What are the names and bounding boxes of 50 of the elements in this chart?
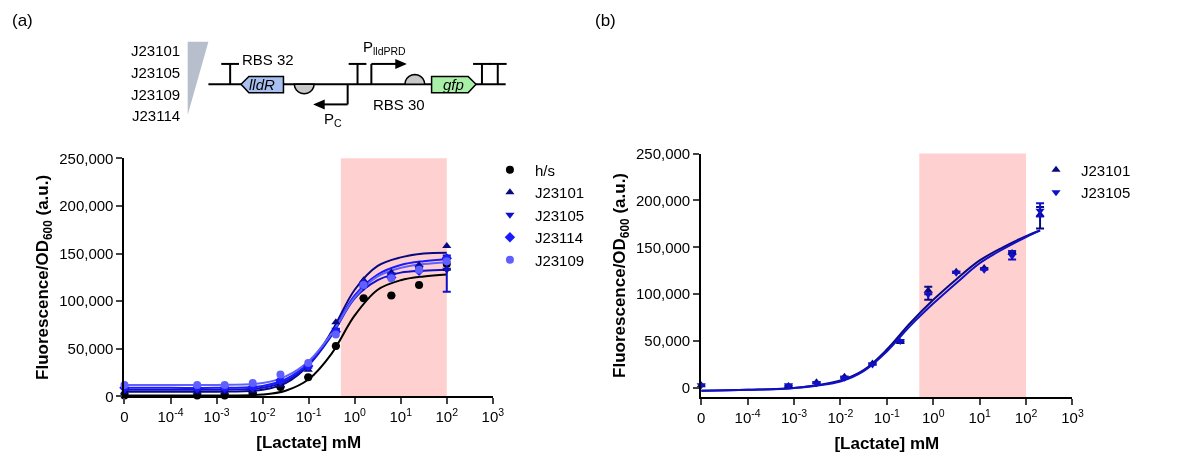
legend-label: J23101 [1081, 161, 1131, 179]
text: J23114 [132, 107, 181, 124]
text: J23101 [131, 42, 181, 59]
chart-title: (b) [595, 11, 616, 30]
x-tick-label: 10$^{3}$ [1061, 407, 1084, 427]
x-tick-label: 10$^{-4}$ [734, 407, 761, 427]
x-tick-label: 10$^{0}$ [343, 406, 367, 426]
y-tick-label: 150,000 [635, 238, 691, 256]
text: lldR [249, 76, 276, 93]
legend-label: J23114 [534, 229, 584, 247]
x-tick-label: 0 [120, 408, 129, 426]
y-tick-label: 200,000 [59, 197, 114, 215]
text: J23109 [131, 86, 181, 103]
x-axis-title: [Lactate] mM [256, 433, 362, 453]
y-tick-label: 50,000 [67, 340, 114, 358]
y-tick-label: 50,000 [644, 332, 691, 350]
y-tick-label: 0 [105, 387, 114, 405]
x-tick-label: 10$^{-3}$ [781, 407, 808, 427]
x-tick-label: 10$^{-2}$ [249, 406, 276, 426]
legend-label: J23101 [534, 184, 585, 202]
y-tick-label: 150,000 [59, 244, 114, 262]
y-tick-label: 200,000 [635, 191, 691, 209]
x-tick-label: 10$^{2}$ [1014, 407, 1038, 427]
x-tick-label: 10$^{2}$ [435, 406, 459, 426]
text: P$_{C}$ [324, 110, 343, 130]
y-tick-label: 0 [681, 379, 691, 397]
x-tick-label: 10$^{1}$ [389, 406, 413, 426]
x-tick-label: 10$^{-4}$ [157, 406, 184, 426]
y-tick-label: 100,000 [59, 292, 114, 310]
x-tick-label: 10$^{-3}$ [203, 406, 230, 426]
x-tick-label: 10$^{1}$ [968, 407, 992, 427]
x-axis-title: [Lactate] mM [834, 434, 940, 454]
text: J23105 [131, 64, 181, 81]
chart-title: (a) [12, 11, 33, 30]
x-tick-label: 10$^{-1}$ [873, 407, 901, 427]
x-tick-label: 10$^{3}$ [481, 406, 505, 426]
legend-label: h/s [534, 161, 555, 179]
legend-label: J23105 [534, 206, 585, 224]
y-tick-label: 250,000 [59, 149, 114, 167]
text: RBS 32 [242, 51, 294, 68]
y-tick-label: 100,000 [635, 285, 691, 303]
legend-label: J23109 [534, 251, 585, 269]
text: P$_{lldPRD}$ [363, 38, 407, 58]
x-tick-label: 10$^{-2}$ [827, 407, 854, 427]
y-tick-label: 250,000 [635, 144, 691, 162]
x-tick-label: 10$^{-1}$ [295, 406, 322, 426]
x-tick-label: 0 [697, 409, 706, 427]
x-tick-label: 10$^{0}$ [921, 407, 945, 427]
legend-label: J23105 [1081, 184, 1131, 202]
text: RBS 30 [373, 96, 425, 113]
